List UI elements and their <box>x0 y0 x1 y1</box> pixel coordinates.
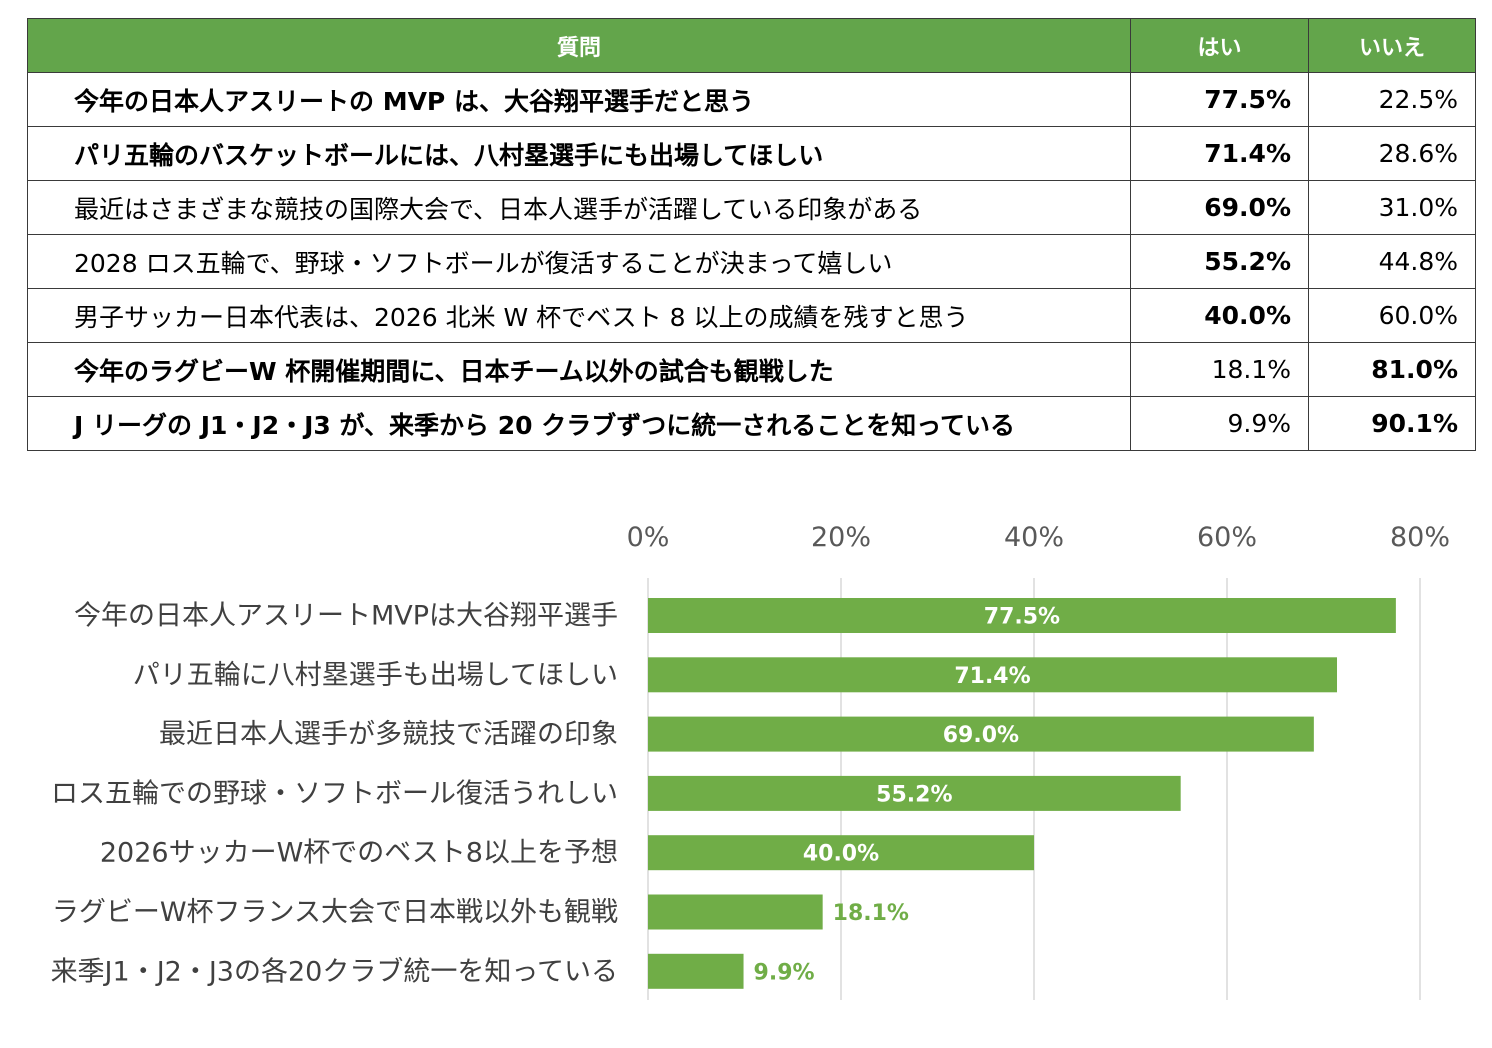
header-yes: はい <box>1130 18 1309 73</box>
x-tick-label: 20% <box>811 522 871 553</box>
category-label: パリ五輪に八村塁選手も出場してほしい <box>133 660 618 691</box>
question-cell: 最近はさまざまな競技の国際大会で、日本人選手が活躍している印象がある <box>27 180 1131 235</box>
data-label: 55.2% <box>876 782 952 807</box>
data-label: 18.1% <box>833 901 909 926</box>
category-labels: 今年の日本人アスリートMVPは大谷翔平選手パリ五輪に八村塁選手も出場してほしい最… <box>51 601 618 988</box>
yes-cell: 77.5% <box>1130 72 1309 127</box>
yes-cell: 71.4% <box>1130 126 1309 181</box>
table-row: 2028 ロス五輪で、野球・ソフトボールが復活することが決まって嬉しい 55.2%… <box>27 234 1476 289</box>
question-cell: 今年のラグビーW 杯開催期間に、日本チーム以外の試合も観戦した <box>27 342 1131 397</box>
survey-table: 質問 はい いいえ 今年の日本人アスリートの MVP は、大谷翔平選手だと思う 7… <box>27 18 1476 451</box>
no-cell: 44.8% <box>1308 234 1476 289</box>
table-row: 今年の日本人アスリートの MVP は、大谷翔平選手だと思う 77.5% 22.5% <box>27 72 1476 127</box>
no-cell: 90.1% <box>1308 396 1476 451</box>
x-tick-label: 60% <box>1197 522 1257 553</box>
bar <box>648 953 744 989</box>
data-label: 69.0% <box>943 723 1019 748</box>
header-question: 質問 <box>27 18 1131 73</box>
question-cell: J リーグの J1・J2・J3 が、来季から 20 クラブずつに統一されることを… <box>27 396 1131 451</box>
table-row: 最近はさまざまな競技の国際大会で、日本人選手が活躍している印象がある 69.0% 3… <box>27 180 1476 235</box>
header-no: いいえ <box>1308 18 1476 73</box>
question-cell: 2028 ロス五輪で、野球・ソフトボールが復活することが決まって嬉しい <box>27 234 1131 289</box>
yes-cell: 9.9% <box>1130 396 1309 451</box>
x-tick-label: 80% <box>1390 522 1450 553</box>
table-row: 今年のラグビーW 杯開催期間に、日本チーム以外の試合も観戦した 18.1% 81.0… <box>27 342 1476 397</box>
x-tick-label: 40% <box>1004 522 1064 553</box>
x-tick-label: 0% <box>627 522 670 553</box>
question-cell: 男子サッカー日本代表は、2026 北米 W 杯でベスト 8 以上の成績を残すと思… <box>27 288 1131 343</box>
yes-cell: 55.2% <box>1130 234 1309 289</box>
data-labels: 77.5% 71.4% 69.0% 55.2% 40.0% 18.1% 9.9% <box>754 605 1061 986</box>
question-cell: パリ五輪のバスケットボールには、八村塁選手にも出場してほしい <box>27 126 1131 181</box>
no-cell: 22.5% <box>1308 72 1476 127</box>
bar <box>648 716 1314 752</box>
data-label: 9.9% <box>754 960 815 985</box>
category-label: 来季J1・J2・J3の各20クラブ統一を知っている <box>51 956 618 987</box>
data-label: 71.4% <box>954 664 1030 689</box>
no-cell: 31.0% <box>1308 180 1476 235</box>
yes-cell: 40.0% <box>1130 288 1309 343</box>
table-row: パリ五輪のバスケットボールには、八村塁選手にも出場してほしい 71.4% 28.6% <box>27 126 1476 181</box>
no-cell: 60.0% <box>1308 288 1476 343</box>
category-label: 今年の日本人アスリートMVPは大谷翔平選手 <box>74 601 618 632</box>
yes-cell: 69.0% <box>1130 180 1309 235</box>
bar <box>648 775 1181 811</box>
question-cell: 今年の日本人アスリートの MVP は、大谷翔平選手だと思う <box>27 72 1131 127</box>
data-label: 77.5% <box>984 605 1060 630</box>
category-label: 最近日本人選手が多競技で活躍の印象 <box>159 719 618 750</box>
category-label: ラグビーW杯フランス大会で日本戦以外も観戦 <box>52 897 618 928</box>
data-label: 40.0% <box>803 842 879 867</box>
bars <box>648 598 1396 989</box>
no-cell: 81.0% <box>1308 342 1476 397</box>
bar <box>648 657 1338 693</box>
table-row: J リーグの J1・J2・J3 が、来季から 20 クラブずつに統一されることを… <box>27 396 1476 451</box>
table-row: 男子サッカー日本代表は、2026 北米 W 杯でベスト 8 以上の成績を残すと思… <box>27 288 1476 343</box>
bar-chart: 0% 20% 40% 60% 80% 今年の日本人アスリートMVPは大谷翔平選手パリ五輪… <box>51 522 1450 1000</box>
x-axis-ticks: 0% 20% 40% 60% 80% <box>627 522 1450 553</box>
bar <box>648 598 1396 633</box>
bar <box>648 894 823 930</box>
bar <box>648 835 1034 871</box>
yes-cell: 18.1% <box>1130 342 1309 397</box>
category-label: ロス五輪での野球・ソフトボール復活うれしい <box>51 778 618 809</box>
table-header-row: 質問 はい いいえ <box>27 18 1476 73</box>
category-label: 2026サッカーW杯でのベスト8以上を予想 <box>100 838 618 869</box>
no-cell: 28.6% <box>1308 126 1476 181</box>
